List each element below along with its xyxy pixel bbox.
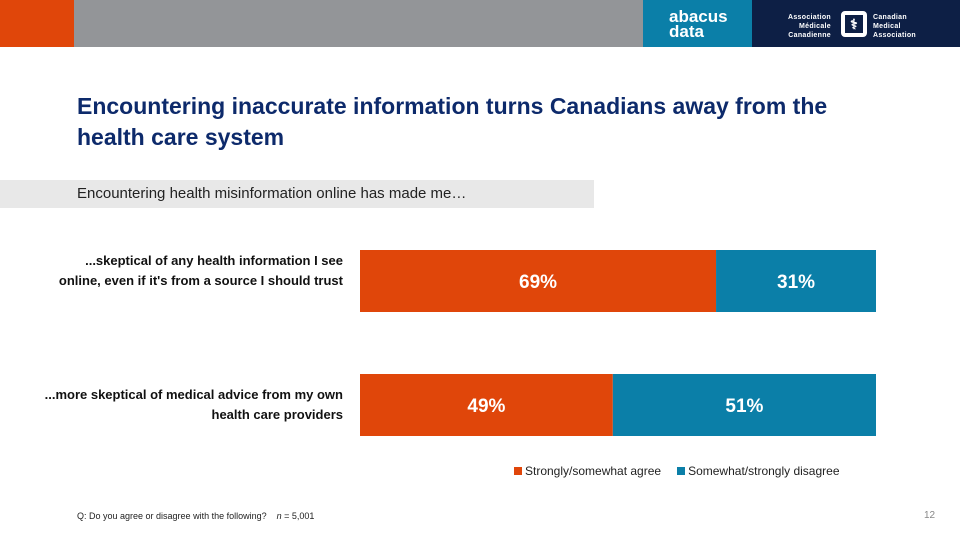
header-bar — [74, 0, 643, 47]
caduceus-icon: ⚕ — [841, 11, 867, 37]
data-label: 51% — [725, 396, 763, 417]
footnote: Q: Do you agree or disagree with the fol… — [77, 511, 314, 521]
bar-segment — [360, 250, 717, 312]
legend-label: Strongly/somewhat agree — [525, 464, 662, 478]
cma-text: Canadienne — [788, 32, 831, 39]
cma-text: Canadian — [873, 14, 907, 21]
bar-segment — [612, 374, 876, 436]
bar-segment — [716, 250, 876, 312]
page-number: 12 — [924, 510, 936, 521]
bar-segment — [360, 374, 613, 436]
legend-item-agree: Strongly/somewhat agree — [514, 464, 661, 478]
legend-swatch — [677, 467, 686, 475]
data-label: 31% — [777, 272, 815, 293]
legend-swatch — [514, 467, 522, 475]
cma-text: Medical — [873, 23, 901, 30]
cma-text: Association — [788, 14, 831, 21]
chart-subtitle: Encountering health misinformation onlin… — [0, 180, 594, 208]
cma-text: Médicale — [799, 23, 831, 30]
category-label: ...skeptical of any health information I… — [58, 253, 343, 288]
legend: Strongly/somewhat agree Somewhat/strongl… — [514, 464, 840, 478]
header-accent — [0, 0, 74, 47]
question-text: Q: Do you agree or disagree with the fol… — [77, 511, 267, 521]
page-title: Encountering inaccurate information turn… — [77, 93, 828, 150]
data-label: 49% — [467, 396, 505, 417]
legend-item-disagree: Somewhat/strongly disagree — [677, 464, 840, 478]
legend-label: Somewhat/strongly disagree — [688, 464, 840, 478]
data-label: 69% — [519, 272, 557, 293]
cma-logo: Association Médicale Canadienne ⚕ Canadian… — [752, 0, 960, 47]
n-label: n — [276, 511, 282, 521]
n-value: = 5,001 — [281, 511, 315, 521]
category-label: ...more skeptical of medical advice from… — [44, 387, 343, 422]
abacus-logo: abacus data — [643, 0, 752, 47]
cma-text: Association — [873, 32, 916, 39]
